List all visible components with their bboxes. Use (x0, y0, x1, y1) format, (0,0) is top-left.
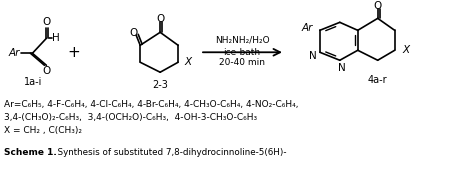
Text: 1a-i: 1a-i (24, 77, 43, 87)
Text: O: O (129, 28, 137, 38)
Text: X = CH₂ , C(CH₃)₂: X = CH₂ , C(CH₃)₂ (4, 126, 82, 135)
Text: NH₂NH₂/H₂O: NH₂NH₂/H₂O (215, 36, 269, 45)
Text: ice-bath: ice-bath (223, 48, 261, 57)
Text: 4a-r: 4a-r (368, 75, 388, 85)
Text: 2-3: 2-3 (152, 80, 168, 90)
Text: Ar=C₆H₅, 4-F-C₆H₄, 4-Cl-C₆H₄, 4-Br-C₆H₄, 4-CH₃O-C₆H₄, 4-NO₂-C₆H₄,: Ar=C₆H₅, 4-F-C₆H₄, 4-Cl-C₆H₄, 4-Br-C₆H₄,… (4, 100, 299, 109)
Text: Synthesis of substituted 7,8-dihydrocinnoline-5(6H)-: Synthesis of substituted 7,8-dihydrocinn… (52, 148, 287, 157)
Text: Ar: Ar (9, 48, 20, 58)
Text: +: + (67, 45, 80, 60)
Text: O: O (374, 1, 382, 11)
Text: Scheme 1.: Scheme 1. (4, 148, 57, 157)
Text: X: X (184, 57, 191, 67)
Text: 20-40 min: 20-40 min (219, 58, 265, 67)
Text: O: O (42, 17, 51, 27)
Text: 3,4-(CH₃O)₂-C₆H₃,  3,4-(OCH₂O)-C₆H₃,  4-OH-3-CH₃O-C₆H₃: 3,4-(CH₃O)₂-C₆H₃, 3,4-(OCH₂O)-C₆H₃, 4-OH… (4, 113, 257, 122)
Text: N: N (309, 51, 317, 61)
Text: O: O (156, 14, 164, 24)
Text: X: X (402, 45, 409, 55)
Text: N: N (338, 63, 346, 73)
Text: Ar: Ar (301, 23, 312, 33)
Text: O: O (42, 66, 51, 76)
Text: H: H (53, 33, 60, 43)
